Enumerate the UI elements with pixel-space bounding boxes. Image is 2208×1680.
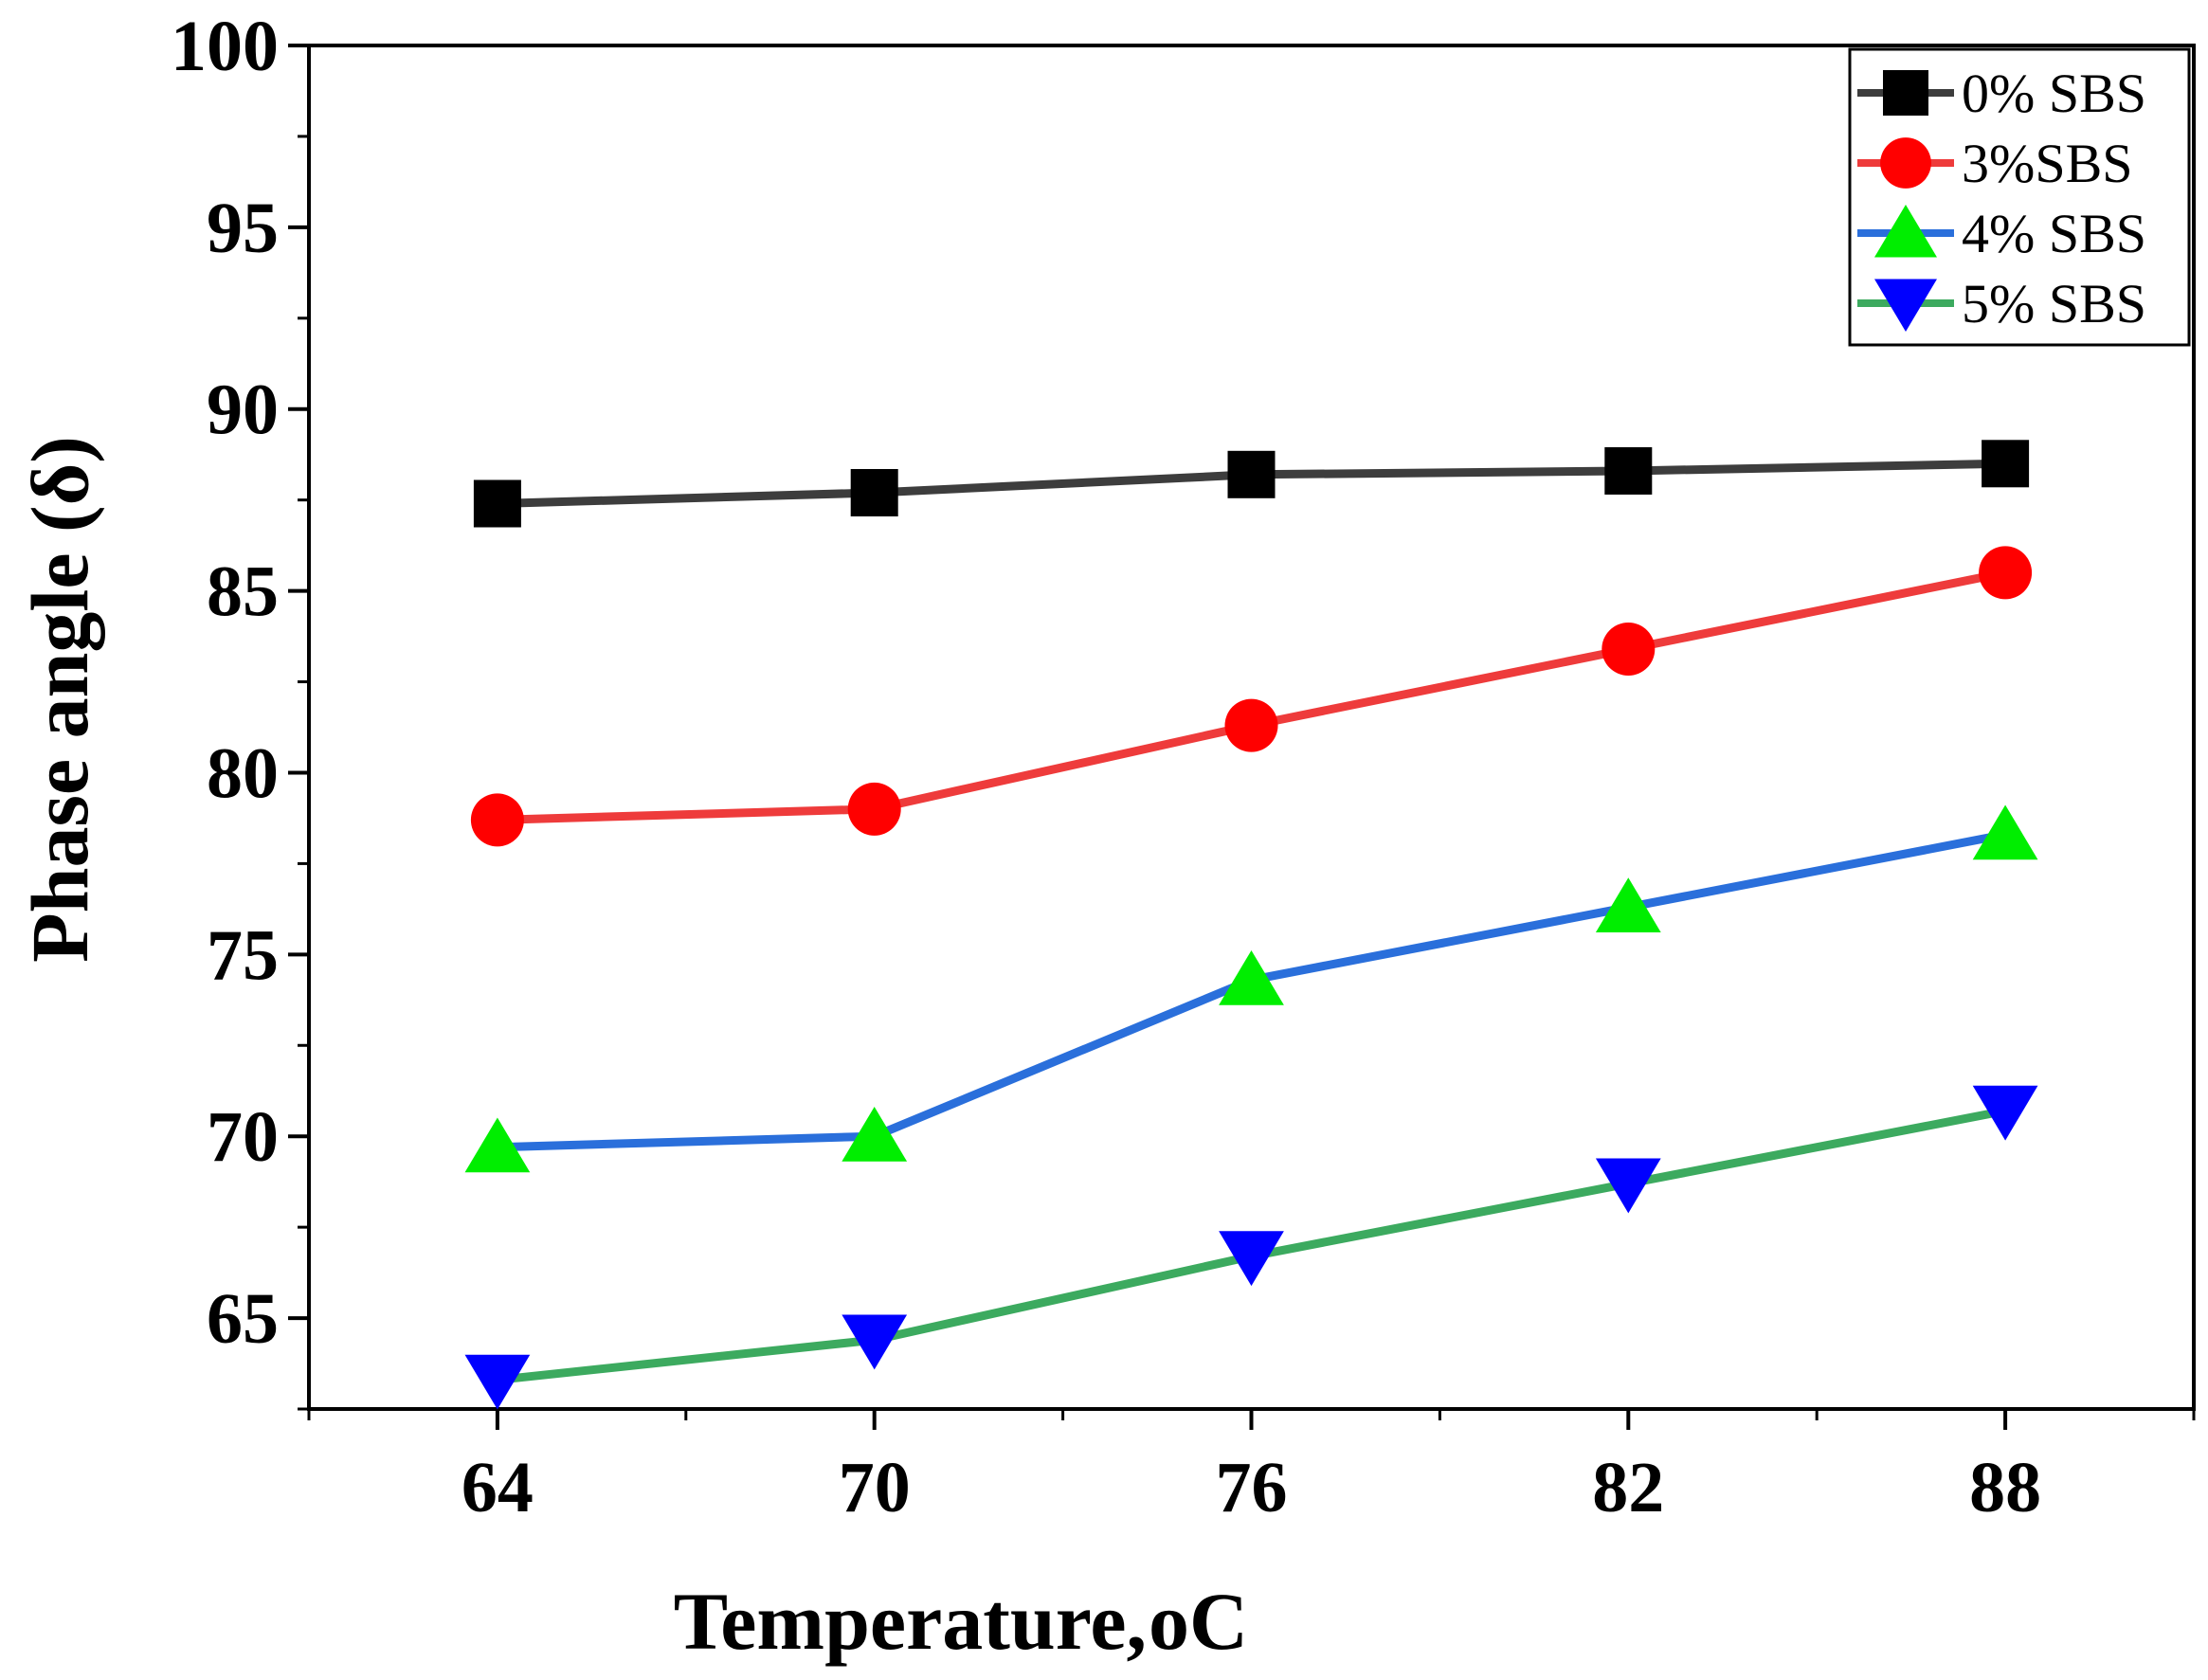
data-point (842, 1106, 908, 1162)
data-point (1227, 450, 1276, 498)
y-axis: 65 70 75 80 85 90 95 100 (171, 7, 309, 1411)
y-tick-label: 75 (207, 915, 279, 995)
x-tick-label: 64 (462, 1448, 534, 1527)
x-tick-label: 82 (1592, 1448, 1664, 1527)
data-point (1224, 698, 1278, 752)
data-point (1219, 949, 1284, 1005)
legend-marker (1874, 279, 1937, 332)
data-point (1595, 877, 1661, 933)
data-point (473, 479, 521, 528)
y-axis-title: Phase angle (δ) (14, 436, 105, 963)
data-point (1982, 440, 2030, 488)
data-point (850, 468, 898, 516)
y-tick-label: 80 (207, 733, 279, 813)
data-point (1972, 1085, 2038, 1141)
legend-label: 0% SBS (1962, 63, 2146, 124)
legend-label: 4% SBS (1962, 203, 2146, 264)
y-tick-label: 85 (207, 552, 279, 632)
series-layer (464, 440, 2038, 1410)
data-point (464, 1117, 531, 1173)
y-tick-label: 90 (207, 370, 279, 450)
x-tick-label: 88 (1969, 1448, 2041, 1527)
legend-marker (1883, 70, 1928, 116)
series-2 (464, 804, 2038, 1173)
y-tick-label: 95 (207, 189, 279, 268)
x-tick-label: 76 (1216, 1448, 1288, 1527)
y-tick-label: 100 (171, 7, 279, 86)
legend-label: 5% SBS (1962, 273, 2146, 334)
data-point (1972, 804, 2038, 860)
series-0 (473, 440, 2030, 528)
data-point (464, 1354, 531, 1410)
data-point (1604, 446, 1653, 495)
legend: 0% SBS 3%SBS 4% SBS 5% SBS (1848, 47, 2191, 347)
legend-marker (1874, 205, 1937, 258)
series-1 (470, 546, 2033, 847)
x-axis-title: Temperature, (674, 1576, 1147, 1667)
data-point (1595, 1158, 1661, 1214)
data-point (842, 1314, 908, 1370)
data-point (1979, 546, 2033, 600)
data-point (847, 782, 901, 836)
x-axis: 64 70 76 82 88 (307, 1409, 2196, 1527)
data-point (470, 793, 524, 847)
y-tick-label: 70 (207, 1097, 279, 1177)
x-tick-label: 70 (839, 1448, 911, 1527)
legend-label: 3%SBS (1962, 133, 2133, 194)
series-3 (464, 1085, 2038, 1410)
y-tick-label: 65 (207, 1279, 279, 1359)
data-point (1219, 1231, 1284, 1287)
legend-marker (1880, 137, 1931, 189)
x-axis-unit: oC (1149, 1576, 1248, 1667)
data-point (1602, 622, 1656, 676)
series-line (497, 569, 2006, 824)
